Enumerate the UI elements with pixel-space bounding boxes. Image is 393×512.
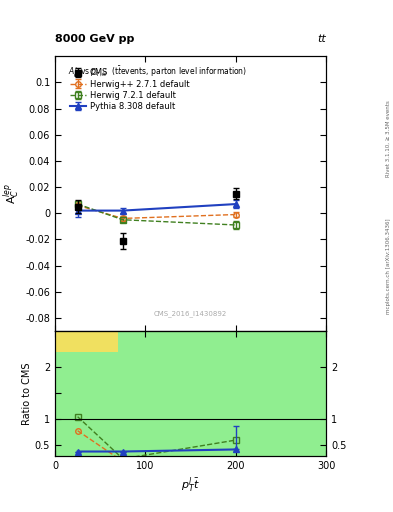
- X-axis label: $p_T^l\bar{t}$: $p_T^l\bar{t}$: [181, 476, 200, 495]
- Y-axis label: A$_C^{lep}$: A$_C^{lep}$: [2, 183, 22, 204]
- Y-axis label: Ratio to CMS: Ratio to CMS: [22, 362, 32, 424]
- Legend: CMS, Herwig++ 2.7.1 default, Herwig 7.2.1 default, Pythia 8.308 default: CMS, Herwig++ 2.7.1 default, Herwig 7.2.…: [67, 66, 192, 113]
- Bar: [55, 331, 118, 352]
- Text: CMS_2016_I1430892: CMS_2016_I1430892: [154, 310, 227, 317]
- Text: tt: tt: [318, 33, 326, 44]
- Text: mcplots.cern.ch [arXiv:1306.3436]: mcplots.cern.ch [arXiv:1306.3436]: [386, 219, 391, 314]
- Text: Rivet 3.1.10, ≥ 3.5M events: Rivet 3.1.10, ≥ 3.5M events: [386, 100, 391, 177]
- Text: 8000 GeV pp: 8000 GeV pp: [55, 33, 134, 44]
- Text: $A_C^l$ vs $p_{T,t\bar{t}}$  (t$\bar{t}$events, parton level information): $A_C^l$ vs $p_{T,t\bar{t}}$ (t$\bar{t}$e…: [68, 65, 248, 80]
